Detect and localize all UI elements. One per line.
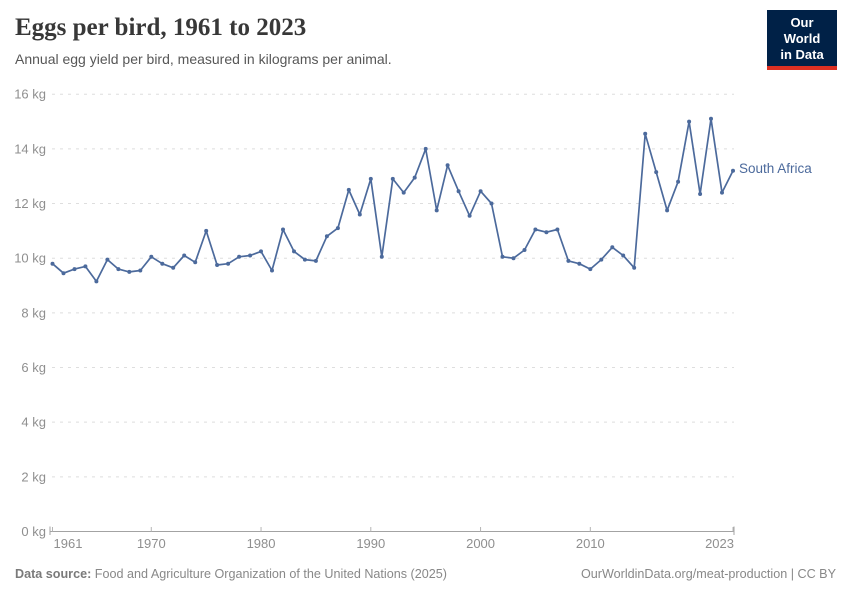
y-tick-label: 8 kg [21,305,46,320]
data-point[interactable] [478,189,483,194]
data-point[interactable] [467,213,472,218]
data-point[interactable] [324,234,329,239]
data-point[interactable] [281,227,285,232]
data-point[interactable] [522,248,527,252]
x-tick-label: 2000 [466,536,495,551]
data-point[interactable] [445,163,450,168]
x-tick-label: 1961 [54,536,83,551]
data-point[interactable] [105,257,110,262]
data-point[interactable] [698,192,703,196]
data-point[interactable] [313,258,318,263]
y-tick-label: 12 kg [14,196,46,211]
data-point[interactable] [390,176,395,181]
page-subtitle: Annual egg yield per bird, measured in k… [15,50,392,67]
data-point[interactable] [248,253,253,258]
owid-logo[interactable]: Our World in Data [767,10,837,70]
data-point[interactable] [61,271,66,276]
y-tick-label: 2 kg [21,469,46,484]
data-point[interactable] [226,261,231,266]
data-point[interactable] [259,249,263,254]
data-point[interactable] [50,261,55,266]
data-point[interactable] [116,267,121,272]
data-point[interactable] [379,254,384,259]
data-point[interactable] [731,168,735,173]
y-tick-label: 4 kg [21,415,46,430]
series-line[interactable] [51,117,734,283]
data-point[interactable] [412,175,417,180]
data-point[interactable] [610,245,615,250]
data-source-note: Data source: Food and Agriculture Organi… [15,567,447,581]
chart-footer: Data source: Food and Agriculture Organi… [15,567,836,581]
chart-header: Eggs per bird, 1961 to 2023 Annual egg y… [15,14,735,67]
x-tick-label: 2023 [705,536,734,551]
data-point[interactable] [215,263,220,267]
data-point[interactable] [138,268,143,273]
data-point[interactable] [621,253,626,258]
data-point[interactable] [588,267,593,272]
data-point[interactable] [533,227,538,232]
data-point[interactable] [368,176,373,181]
data-point[interactable] [127,269,132,274]
y-tick-label: 10 kg [14,251,46,266]
x-tick-label: 1980 [247,536,276,551]
data-point[interactable] [94,279,99,284]
data-point[interactable] [149,254,154,259]
owid-logo-line2: in Data [780,47,824,62]
data-point[interactable] [599,257,604,262]
data-point[interactable] [193,260,198,265]
data-point[interactable] [676,179,681,184]
y-tick-label: 16 kg [14,87,46,102]
x-tick-label: 1970 [137,536,166,551]
y-tick-label: 0 kg [21,524,46,539]
data-point[interactable] [511,256,516,261]
data-point[interactable] [237,254,242,259]
data-point[interactable] [456,189,461,194]
data-point[interactable] [204,228,209,233]
x-tick-label: 2010 [576,536,605,551]
data-point[interactable] [292,249,296,254]
data-point[interactable] [346,187,351,192]
page-title: Eggs per bird, 1961 to 2023 [15,14,307,41]
data-point[interactable] [709,116,713,121]
data-point[interactable] [577,261,582,266]
series-label-south-africa[interactable]: South Africa [739,161,812,176]
data-point[interactable] [566,258,571,263]
data-point[interactable] [720,190,724,195]
owid-logo-line1: Our World [783,15,821,46]
data-point[interactable] [401,190,406,195]
y-tick-label: 14 kg [14,141,46,156]
data-point[interactable] [160,261,165,266]
data-point[interactable] [72,267,77,272]
license-credit[interactable]: OurWorldinData.org/meat-production | CC … [580,567,836,581]
data-point[interactable] [489,201,494,206]
data-point[interactable] [171,265,176,270]
data-point[interactable] [270,268,274,273]
data-point[interactable] [665,208,670,213]
data-point[interactable] [544,230,549,235]
data-point[interactable] [687,119,692,124]
data-point[interactable] [643,131,648,136]
data-point[interactable] [302,257,307,262]
data-point[interactable] [357,212,362,217]
x-tick-label: 1990 [356,536,385,551]
data-source-label: Data source: [15,567,92,581]
data-point[interactable] [83,264,88,269]
data-point[interactable] [423,146,428,151]
y-tick-label: 6 kg [21,360,46,375]
data-source-text: Food and Agriculture Organization of the… [94,567,447,581]
data-point[interactable] [632,265,637,270]
data-point[interactable] [182,253,187,258]
data-point[interactable] [500,254,505,259]
data-point[interactable] [335,226,340,231]
data-point[interactable] [434,208,439,213]
data-point[interactable] [654,170,659,175]
data-point[interactable] [555,227,560,232]
